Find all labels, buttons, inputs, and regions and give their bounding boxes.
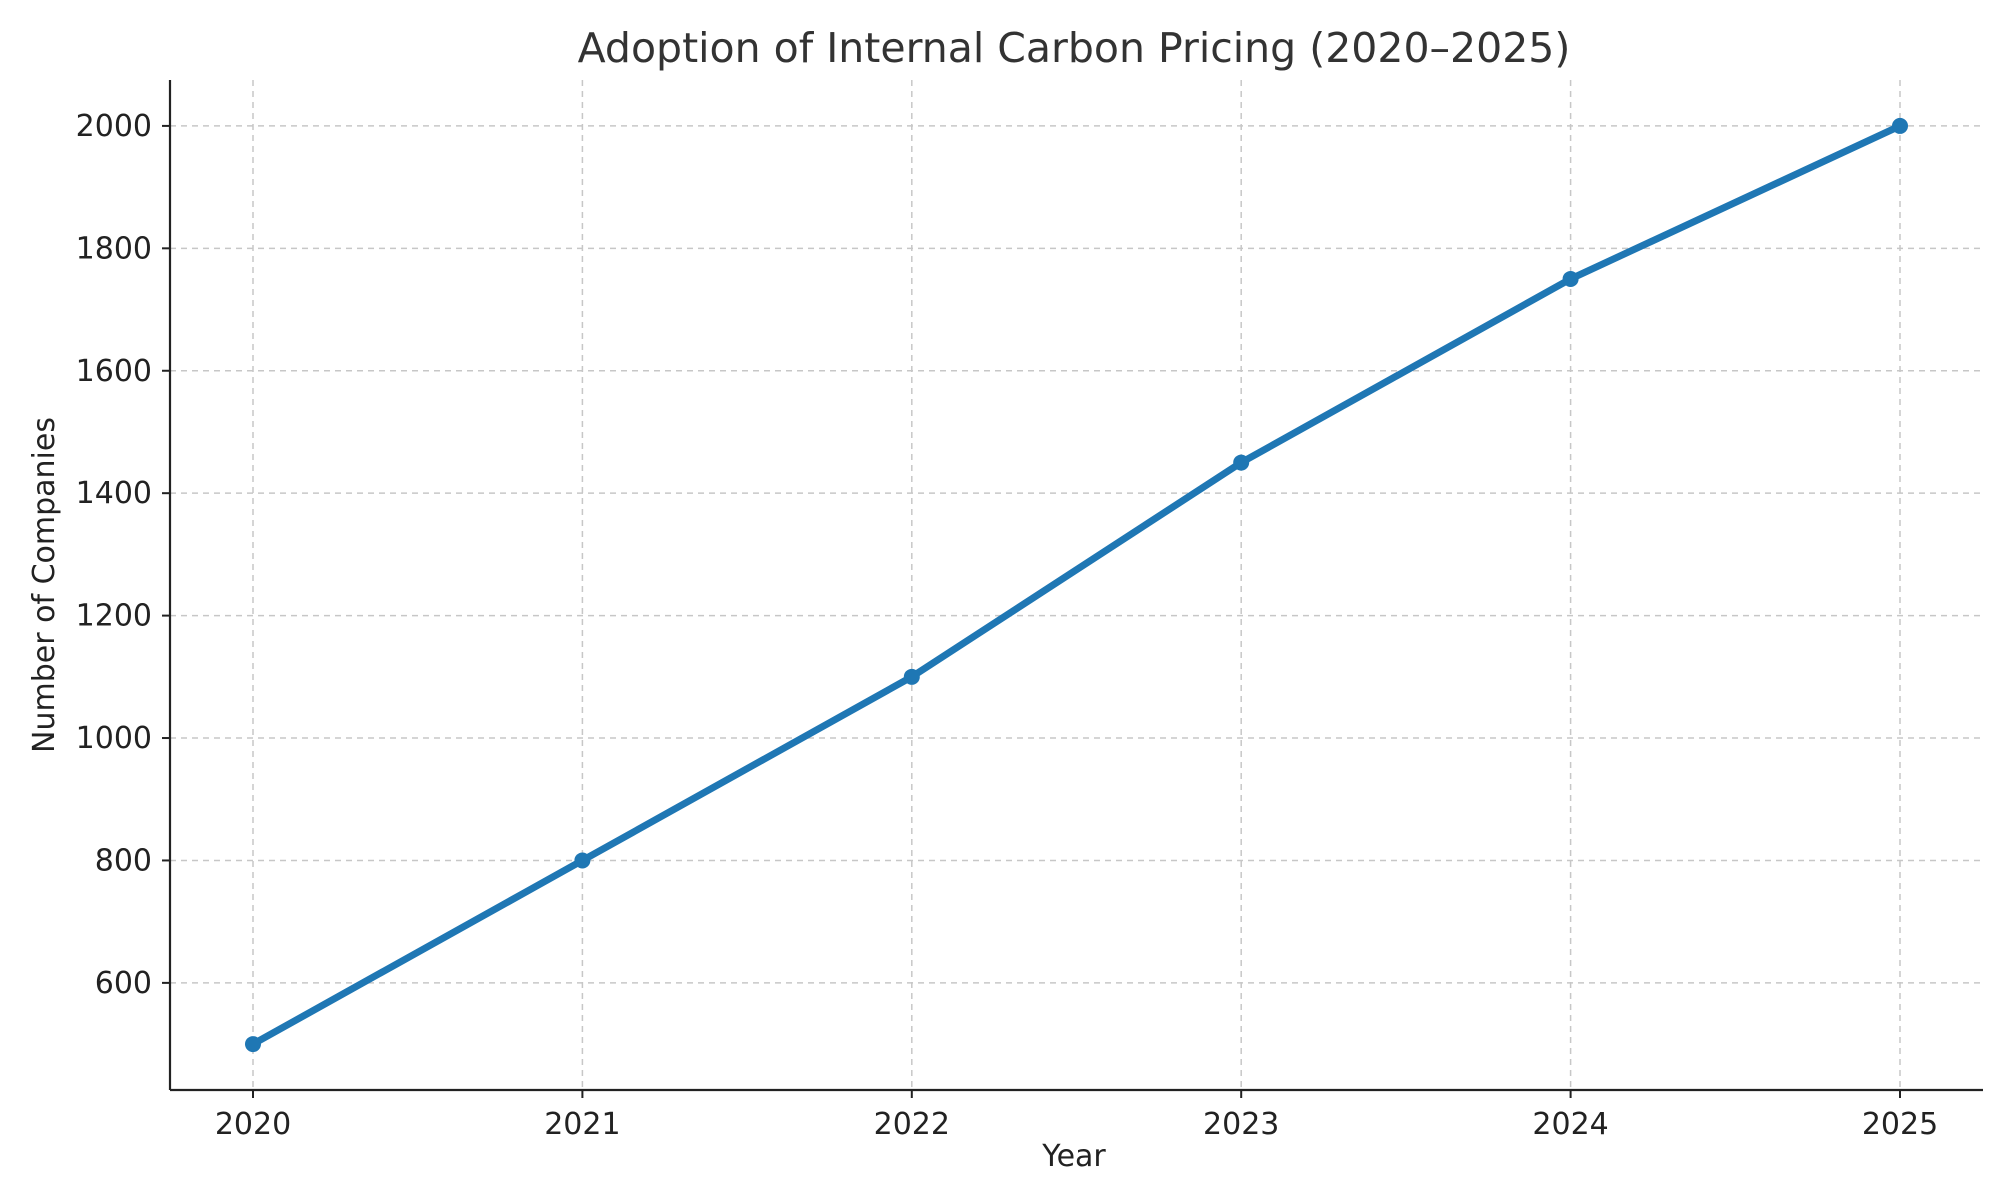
data-point: [903, 668, 920, 685]
y-tick-label: 1600: [76, 354, 152, 389]
y-tick-label: 800: [95, 843, 152, 878]
series-line: [249, 122, 1904, 1048]
data-point: [1562, 270, 1579, 287]
x-tick-label: 2025: [1862, 1107, 1938, 1142]
data-point: [574, 852, 591, 869]
series-layer: [245, 117, 1908, 1053]
x-axis-label: Year: [1041, 1139, 1106, 1174]
y-tick-label: 1200: [76, 599, 152, 634]
x-tick-label: 2023: [1203, 1107, 1279, 1142]
grid-layer: [170, 80, 1983, 1090]
ticks-layer: 2020 2021 2022 2023 2024 2025 600 800 1000 1200 14…: [76, 109, 1939, 1142]
x-tick-label: 2020: [215, 1107, 291, 1142]
data-point: [1892, 117, 1908, 134]
x-tick-label: 2024: [1532, 1107, 1608, 1142]
x-tick-label: 2021: [544, 1107, 620, 1142]
y-tick-label: 1800: [76, 231, 152, 266]
y-tick-label: 2000: [76, 109, 152, 144]
y-tick-label: 1400: [76, 476, 152, 511]
x-tick-label: 2022: [874, 1107, 950, 1142]
y-axis-label: Number of Companies: [27, 417, 62, 753]
chart-title: Adoption of Internal Carbon Pricing (202…: [578, 24, 1571, 72]
y-tick-label: 1000: [76, 721, 152, 756]
y-tick-label: 600: [95, 966, 152, 1001]
data-point: [1233, 454, 1250, 471]
data-point: [245, 1036, 261, 1053]
